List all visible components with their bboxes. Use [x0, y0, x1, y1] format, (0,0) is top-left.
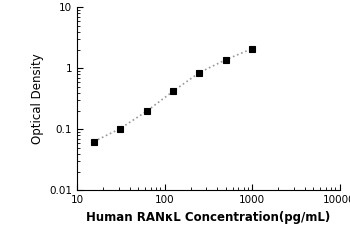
X-axis label: Human RANκL Concentration(pg/mL): Human RANκL Concentration(pg/mL) — [86, 211, 330, 224]
Y-axis label: Optical Density: Optical Density — [30, 53, 44, 144]
